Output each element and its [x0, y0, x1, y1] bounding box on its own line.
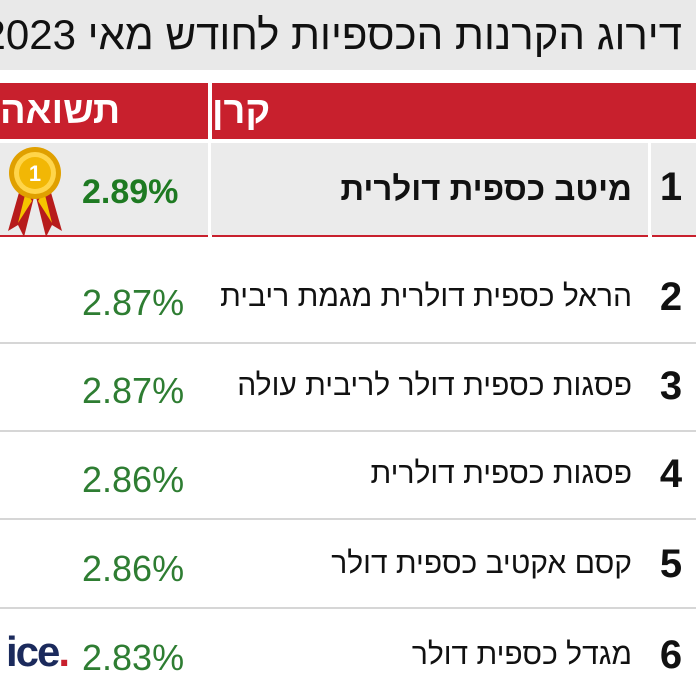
- table-row: 3 פסגות כספית דולר לריבית עולה 2.87%: [0, 344, 696, 430]
- rank-number: 6: [659, 633, 683, 677]
- logo-dot: .: [58, 628, 70, 675]
- table-row: 6 מגדל כספית דולר 2.83%: [0, 609, 696, 695]
- rank-number: 4: [659, 452, 683, 496]
- return-value: 2.83%: [82, 637, 185, 678]
- table-row: 2 הראל כספית דולרית מגמת ריבית 2.87%: [0, 255, 696, 341]
- return-value: 2.87%: [82, 282, 185, 323]
- column-header-fund: קרן: [212, 83, 696, 139]
- fund-name: הראל כספית דולרית מגמת ריבית: [220, 280, 632, 313]
- return-value: 2.86%: [82, 459, 185, 500]
- row-divider: [0, 607, 696, 609]
- fund-name: פסגות כספית דולר לריבית עולה: [237, 369, 632, 402]
- medal-number: 1: [29, 161, 41, 186]
- column-divider: [648, 143, 651, 235]
- column-header-return: תשואה: [0, 83, 208, 139]
- rank-number: 5: [659, 542, 683, 586]
- table-row: 5 קסם אקטיב כספית דולר 2.86%: [0, 520, 696, 606]
- rank-number: 2: [659, 275, 683, 319]
- row-divider: [212, 235, 648, 237]
- row-divider: [0, 235, 208, 237]
- row-divider: [0, 518, 696, 520]
- first-row-highlight: [0, 143, 696, 235]
- return-value: 2.86%: [82, 548, 185, 589]
- fund-name: פסגות כספית דולרית: [370, 457, 632, 490]
- column-divider: [208, 143, 211, 235]
- return-value: 2.89%: [82, 173, 179, 211]
- fund-name: מיטב כספית דולרית: [340, 170, 632, 207]
- row-divider: [652, 235, 696, 237]
- table-row: 1 מיטב כספית דולרית 2.89% 1: [0, 143, 696, 237]
- gold-medal-icon: 1: [8, 147, 62, 237]
- logo-text: ice: [6, 628, 60, 675]
- ice-logo: ice.: [6, 628, 70, 676]
- row-divider: [0, 342, 696, 344]
- return-value: 2.87%: [82, 370, 185, 411]
- table-header: קרן תשואה: [0, 83, 696, 139]
- page-title: דירוג הקרנות הכספיות לחודש מאי 2023: [0, 11, 682, 58]
- table-row: 4 פסגות כספית דולרית 2.86%: [0, 432, 696, 518]
- title-bar: דירוג הקרנות הכספיות לחודש מאי 2023: [0, 0, 696, 70]
- fund-name: מגדל כספית דולר: [411, 638, 632, 671]
- fund-name: קסם אקטיב כספית דולר: [331, 547, 632, 580]
- rank-number: 3: [659, 364, 683, 408]
- row-divider: [0, 430, 696, 432]
- rank-number: 1: [659, 165, 683, 209]
